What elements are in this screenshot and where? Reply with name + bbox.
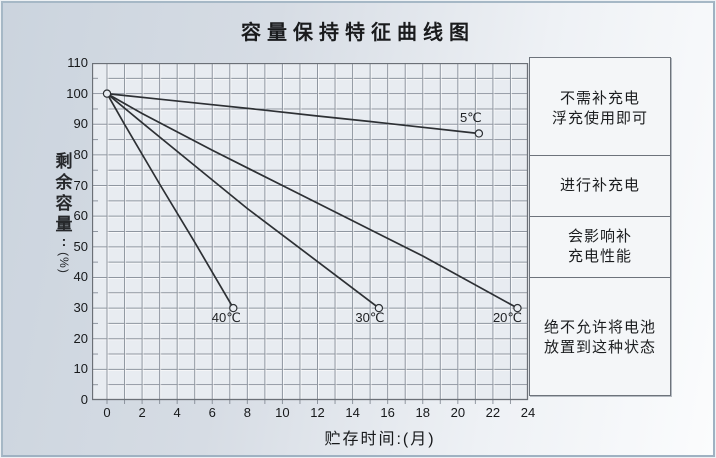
y-tick-label: 100: [66, 85, 88, 101]
y-tick-label: 0: [80, 392, 88, 407]
advice-zone-text: 进行补充电: [559, 177, 640, 195]
x-tick-label: 14: [345, 405, 360, 420]
end-marker-40c: [229, 303, 238, 313]
y-axis-title-char: 余: [55, 173, 73, 192]
x-tick-label: 12: [310, 405, 325, 420]
y-tick-label: 40: [73, 269, 88, 285]
x-tick-label: 0: [103, 405, 111, 420]
start-marker: [102, 89, 112, 98]
advice-zone-text: 不需补充电 浮充使用即可: [551, 90, 648, 128]
advice-zone-text: 绝不允许将电池 放置到这种状态: [543, 318, 656, 356]
end-marker-30c: [374, 303, 384, 313]
x-axis-title: 贮存时间:(月): [324, 431, 436, 448]
x-tick-label: 20: [450, 405, 466, 420]
advice-zone-2: 进行补充电: [530, 156, 670, 218]
y-tick-label: 20: [73, 330, 88, 346]
x-tick-label: 16: [380, 405, 395, 420]
advice-zone-4: 绝不允许将电池 放置到这种状态: [530, 278, 670, 397]
x-tick-label: 4: [173, 405, 181, 420]
end-marker-5c: [474, 129, 484, 138]
x-tick-label: 6: [208, 405, 216, 420]
curve-20c: [106, 92, 518, 309]
y-axis-title-char: 容: [55, 194, 73, 213]
curve-label-5c: 5℃: [459, 110, 482, 126]
curve-40c: [106, 93, 235, 309]
x-tick-label: 24: [520, 405, 536, 420]
x-tick-label: 18: [415, 405, 430, 420]
y-tick-label: 80: [73, 146, 88, 162]
y-tick-label: 110: [67, 55, 88, 70]
y-tick-label: 50: [73, 238, 88, 254]
advice-zone-3: 会影响补 充电性能: [530, 217, 670, 279]
plot-border: [92, 63, 529, 401]
curve-label-40c: 40℃: [211, 310, 241, 326]
y-tick-label: 60: [73, 208, 88, 224]
curve-5c: [106, 92, 479, 135]
y-tick-label: 30: [73, 300, 88, 316]
y-axis-unit: (%): [56, 252, 71, 274]
y-tick-label: 70: [73, 177, 88, 193]
y-axis-title-char: 量: [55, 215, 73, 234]
advice-zone-text: 会影响补 充电性能: [567, 228, 632, 266]
y-tick-label: 90: [73, 116, 88, 132]
curve-label-30c: 30℃: [355, 310, 385, 326]
advice-panel: 不需补充电 浮充使用即可进行补充电会影响补 充电性能 绝不允许将电池 放置到这种状态: [529, 57, 671, 396]
advice-zone-1: 不需补充电 浮充使用即可: [530, 64, 670, 156]
chart-title: 容量保持特征曲线图: [241, 22, 475, 44]
x-tick-label: 22: [485, 405, 501, 420]
curve-30c: [106, 92, 380, 309]
x-tick-label: 2: [138, 405, 146, 420]
end-marker-20c: [513, 303, 522, 313]
x-tick-label: 8: [243, 405, 251, 420]
plot-area: [92, 63, 529, 404]
curve-label-20c: 20℃: [492, 310, 522, 326]
y-tick-label: 10: [73, 361, 88, 377]
y-axis-title: 剩余容量: (%): [47, 152, 81, 274]
y-axis-title-colon: :: [61, 233, 67, 249]
y-axis-title-char: 剩: [55, 152, 73, 171]
x-tick-label: 10: [275, 405, 290, 420]
